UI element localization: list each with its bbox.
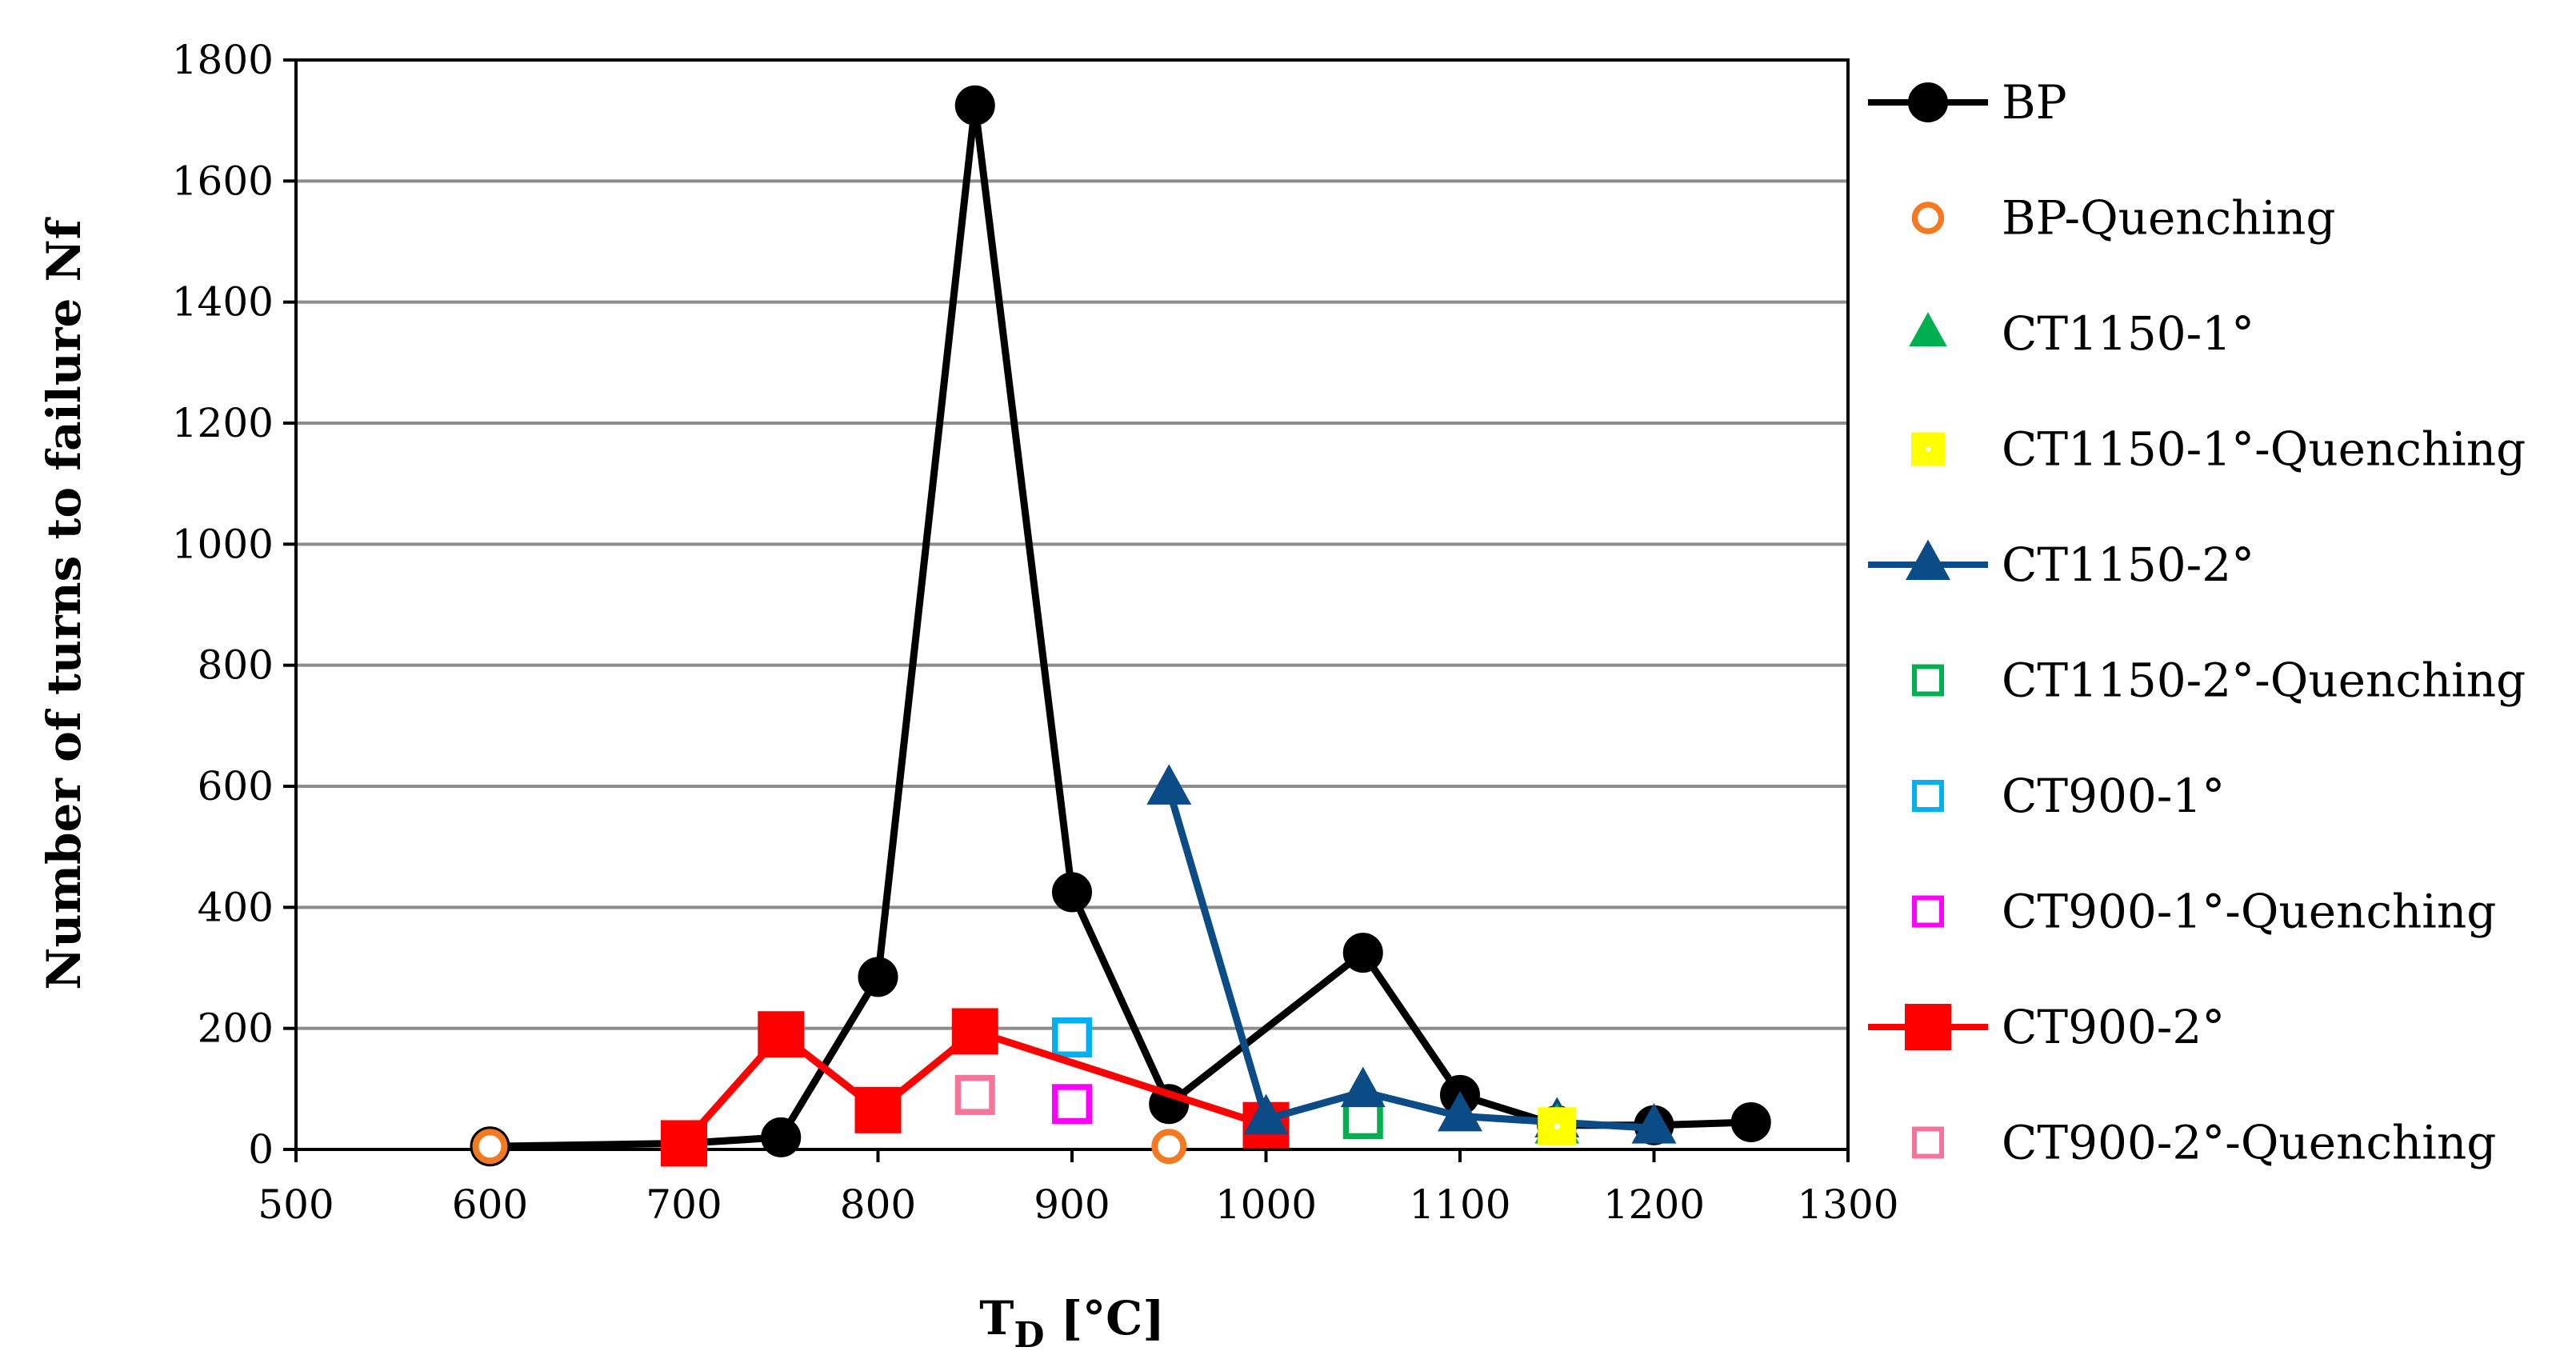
data-point-ct1150-2deg [1243,1093,1289,1135]
legend-item-bp-quenching: BP-Quenching [1911,191,2336,246]
legend-label-ct900-2deg-quenching: CT900-2°-Quenching [2002,1116,2496,1170]
legend-item-ct1150-2deg-quenching: CT1150-2°-Quenching [1912,654,2526,708]
series-bp-quenching [472,1129,1187,1165]
x-tick-label: 1100 [1409,1181,1510,1228]
data-point-ct1150-2deg [1146,764,1192,805]
legend-marker-ct1150-1deg [1909,312,1947,347]
legend-marker-ct1150-2deg-quenching [1912,664,1944,697]
data-point-bp [1052,872,1092,913]
legend-item-ct1150-1deg-quenching: CT1150-1°-Quenching [1911,422,2526,477]
data-point-ct900-2deg-quenching [954,1074,995,1115]
series-ct1150-2deg [1146,764,1677,1144]
series-line-ct1150-2deg [1165,788,1654,1133]
grid-lines [296,179,1848,1030]
legend-marker-bp [1908,82,1948,122]
x-tick-label: 700 [646,1181,722,1228]
data-point-bp [1730,1101,1771,1142]
data-point-bp-quenching [1151,1129,1187,1165]
y-tick-label: 1000 [172,521,274,567]
y-tick-label: 1800 [172,37,274,83]
legend-label-ct900-1deg: CT900-1° [2002,769,2225,823]
series-bp [470,85,1771,1167]
legend-item-ct900-1deg: CT900-1° [1912,769,2225,823]
legend-label-ct1150-2deg-quenching: CT1150-2°-Quenching [2002,654,2526,708]
x-tick-label: 600 [452,1181,528,1228]
y-tick-label: 1400 [172,279,274,326]
x-tick-label: 1000 [1215,1181,1317,1228]
x-tick-label: 1300 [1797,1181,1898,1228]
legend-marker-ct1150-1deg-quenching-dot [1925,446,1931,452]
data-point-bp [761,1117,802,1157]
legend-label-ct1150-2deg: CT1150-2° [2002,538,2254,592]
series-line-bp [490,102,1751,1150]
legend: BP BP-Quenching CT1150-1° CT1150-1°-Quenchi… [1868,75,2526,1170]
y-tick-label: 200 [198,1005,274,1052]
y-tick-label: 800 [198,642,274,689]
data-point-bp [858,957,898,997]
x-tick-label: 1200 [1603,1181,1705,1228]
series-ct900-2deg [661,1008,1290,1167]
data-point-ct1150-2deg-quenching [1342,1099,1383,1140]
plot-area-frame [294,58,1850,1151]
data-point-ct1150-2deg [1340,1066,1386,1108]
legend-label-ct900-2deg: CT900-2° [2002,1000,2225,1054]
data-point-ct900-2deg [758,1011,805,1058]
data-point-bp-quenching [472,1129,508,1165]
data-point-ct900-1deg-quenching [1052,1084,1092,1125]
series-ct900-1deg-quenching [1052,1084,1092,1125]
data-point-ct900-1deg [1052,1017,1092,1058]
x-axis-title-subscript: D [1014,1315,1044,1356]
data-point-ct900-2deg [854,1086,902,1133]
data-point-ct900-2deg [661,1120,707,1167]
legend-item-ct1150-1deg: CT1150-1° [1909,306,2254,361]
series-ct900-2deg-quenching [954,1074,995,1115]
legend-label-ct1150-1deg: CT1150-1° [2002,306,2254,361]
x-tick-label: 500 [258,1181,334,1228]
legend-item-ct900-2deg: CT900-2° [1868,1000,2225,1054]
legend-item-ct900-2deg-quenching: CT900-2°-Quenching [1912,1116,2496,1170]
legend-marker-ct900-1deg [1912,780,1944,812]
y-tick-label: 600 [198,763,274,809]
y-tick-label: 1600 [172,158,274,204]
y-tick-label: 400 [198,884,274,930]
x-tick-label: 900 [1034,1181,1110,1228]
legend-marker-ct1150-2deg [1906,539,1950,581]
series-layer [470,85,1771,1167]
legend-label-ct900-1deg-quenching: CT900-1°-Quenching [2002,885,2496,939]
x-axis-title: TD [°C] [979,1291,1165,1356]
axis-ticks: 0 200 400 600 800 1000 1200 1400 1600 1800 500 600 7… [172,37,1899,1228]
legend-marker-ct900-2deg-quenching [1912,1126,1944,1159]
legend-label-ct1150-1deg-quenching: CT1150-1°-Quenching [2002,422,2526,477]
data-point-ct1150-2deg [1631,1102,1677,1144]
data-point-ct1150-1deg-quenching-dot [1554,1123,1560,1129]
legend-marker-ct900-2deg [1905,1004,1951,1050]
legend-item-ct900-1deg-quenching: CT900-1°-Quenching [1912,885,2496,939]
legend-label-bp: BP [2002,75,2067,130]
data-point-ct900-2deg [951,1008,998,1055]
data-point-ct1150-2deg [1438,1090,1482,1132]
series-ct1150-2deg-quenching [1342,1099,1383,1140]
x-tick-label: 800 [840,1181,916,1228]
legend-marker-ct900-1deg-quenching [1912,895,1944,928]
y-axis-title: Number of turns to failure Nf [37,216,91,989]
x-axis-title-unit: [°C] [1045,1291,1165,1345]
legend-label-bp-quenching: BP-Quenching [2002,191,2336,246]
legend-item-ct1150-2deg: CT1150-2° [1868,538,2254,592]
x-axis-title-main: T [979,1291,1014,1345]
legend-marker-bp-quenching [1911,202,1945,234]
series-ct900-1deg [1052,1017,1092,1058]
y-tick-label: 1200 [172,400,274,446]
data-point-bp [954,85,995,126]
series-ct1150-1deg-quenching [1538,1107,1577,1146]
y-tick-label: 0 [248,1126,274,1173]
legend-item-bp: BP [1868,75,2067,130]
data-point-bp [1342,933,1383,973]
